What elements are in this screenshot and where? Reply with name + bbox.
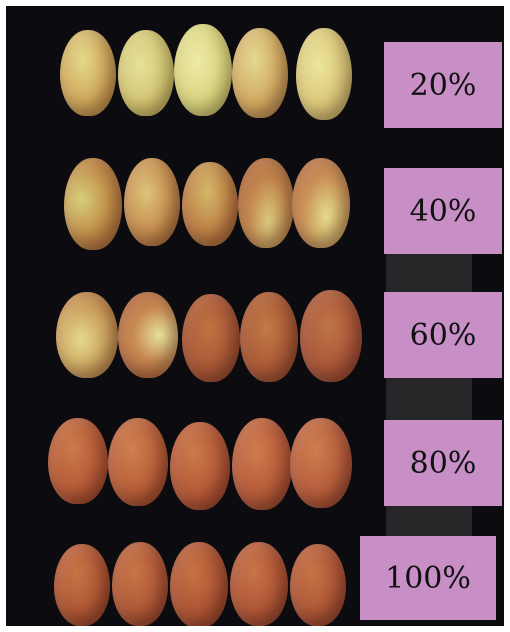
fruit-row-80 xyxy=(6,414,504,534)
jujube-fruit xyxy=(174,24,232,116)
jujube-fruit xyxy=(108,418,168,506)
jujube-fruit xyxy=(48,418,108,504)
fruit-row-20 xyxy=(6,24,504,144)
jujube-ripeness-photo: 20% 40% 60% xyxy=(6,6,504,626)
ripeness-label-text: 80% xyxy=(409,445,477,481)
ripeness-label-text: 20% xyxy=(409,67,477,103)
jujube-fruit xyxy=(182,294,240,382)
jujube-fruit xyxy=(230,542,288,626)
jujube-fruit xyxy=(56,292,118,378)
ripeness-label-80: 80% xyxy=(384,420,502,506)
fruit-row-40 xyxy=(6,154,504,274)
ripeness-label-text: 40% xyxy=(409,193,477,229)
jujube-fruit xyxy=(170,542,228,626)
jujube-fruit xyxy=(296,28,352,120)
fruit-row-100 xyxy=(6,538,504,626)
jujube-fruit xyxy=(182,162,238,246)
jujube-fruit xyxy=(54,544,110,626)
jujube-fruit xyxy=(290,418,352,508)
jujube-fruit xyxy=(112,542,168,626)
jujube-fruit xyxy=(292,158,350,248)
jujube-fruit xyxy=(300,290,362,382)
jujube-fruit xyxy=(124,158,180,246)
jujube-fruit xyxy=(64,158,122,250)
jujube-fruit xyxy=(118,30,174,116)
ripeness-label-text: 60% xyxy=(409,317,477,353)
fruit-row-60 xyxy=(6,286,504,406)
jujube-fruit xyxy=(240,292,298,382)
ripeness-label-100: 100% xyxy=(360,536,496,620)
jujube-fruit xyxy=(232,28,288,118)
jujube-fruit xyxy=(60,30,116,116)
jujube-fruit xyxy=(290,544,346,626)
jujube-fruit xyxy=(170,422,230,510)
jujube-fruit xyxy=(118,292,178,378)
ripeness-label-text: 100% xyxy=(385,560,471,596)
ripeness-label-20: 20% xyxy=(384,42,502,128)
ripeness-label-60: 60% xyxy=(384,292,502,378)
ripeness-label-40: 40% xyxy=(384,168,502,254)
jujube-fruit xyxy=(238,158,294,248)
jujube-fruit xyxy=(232,418,292,510)
